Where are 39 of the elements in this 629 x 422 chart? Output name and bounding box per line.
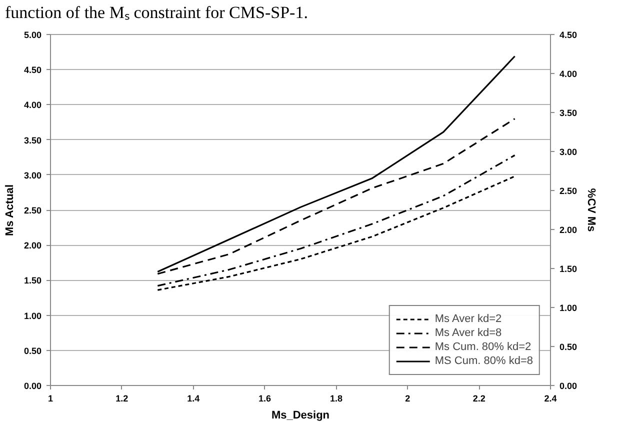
y2-tick-label: 2.50 bbox=[560, 186, 578, 196]
y-tick-label: 0.50 bbox=[24, 346, 42, 356]
x-axis-title: Ms_Design bbox=[271, 410, 330, 422]
y2-tick-label: 1.00 bbox=[560, 303, 578, 313]
y-tick-label: 4.50 bbox=[24, 65, 42, 76]
x-tick-label: 1.2 bbox=[116, 394, 128, 404]
y-axis-title: Ms Actual bbox=[4, 184, 16, 236]
y2-tick-label: 0.00 bbox=[560, 381, 578, 391]
x-tick-label: 2 bbox=[405, 394, 410, 404]
y-tick-label: 2.00 bbox=[24, 240, 42, 251]
y2-tick-label: 3.50 bbox=[560, 108, 578, 118]
y2-tick-label: 0.50 bbox=[560, 342, 578, 352]
y2-tick-label: 1.50 bbox=[560, 264, 578, 274]
y2-tick-label: 3.00 bbox=[560, 147, 578, 157]
y-tick-label: 1.50 bbox=[24, 276, 42, 286]
y-tick-label: 4.00 bbox=[24, 100, 42, 110]
legend-label: Ms Aver kd=2 bbox=[434, 312, 502, 326]
x-tick-label: 1.6 bbox=[258, 394, 272, 404]
x-tick-label: 1 bbox=[48, 394, 54, 404]
y-tick-label: 3.00 bbox=[24, 170, 42, 180]
y-tick-label: 5.00 bbox=[24, 30, 42, 40]
y2-axis-title: %CV Ms bbox=[585, 188, 598, 232]
x-tick-label: 1.4 bbox=[187, 394, 200, 404]
text: function of the Mₛ constraint for CMS-SP-1. bbox=[5, 3, 308, 22]
y2-tick-label: 4.50 bbox=[560, 30, 578, 40]
legend-label: MS Cum. 80% kd=8 bbox=[434, 354, 533, 368]
legend-label: Ms Cum. 80% kd=2 bbox=[434, 340, 532, 354]
y-tick-label: 3.50 bbox=[24, 135, 42, 146]
legend-label: Ms Aver kd=8 bbox=[434, 326, 502, 340]
x-tick-label: 1.8 bbox=[330, 394, 342, 404]
x-tick-label: 2.4 bbox=[544, 394, 557, 404]
line-series bbox=[156, 154, 516, 287]
line-series bbox=[156, 176, 516, 291]
y-tick-label: 2.50 bbox=[24, 206, 42, 216]
y2-tick-label: 4.00 bbox=[560, 69, 578, 79]
y-tick-label: 1.00 bbox=[24, 310, 42, 321]
y-tick-label: 0.00 bbox=[24, 381, 42, 391]
x-tick-label: 2.2 bbox=[472, 394, 486, 404]
y2-tick-label: 2.00 bbox=[560, 225, 578, 235]
